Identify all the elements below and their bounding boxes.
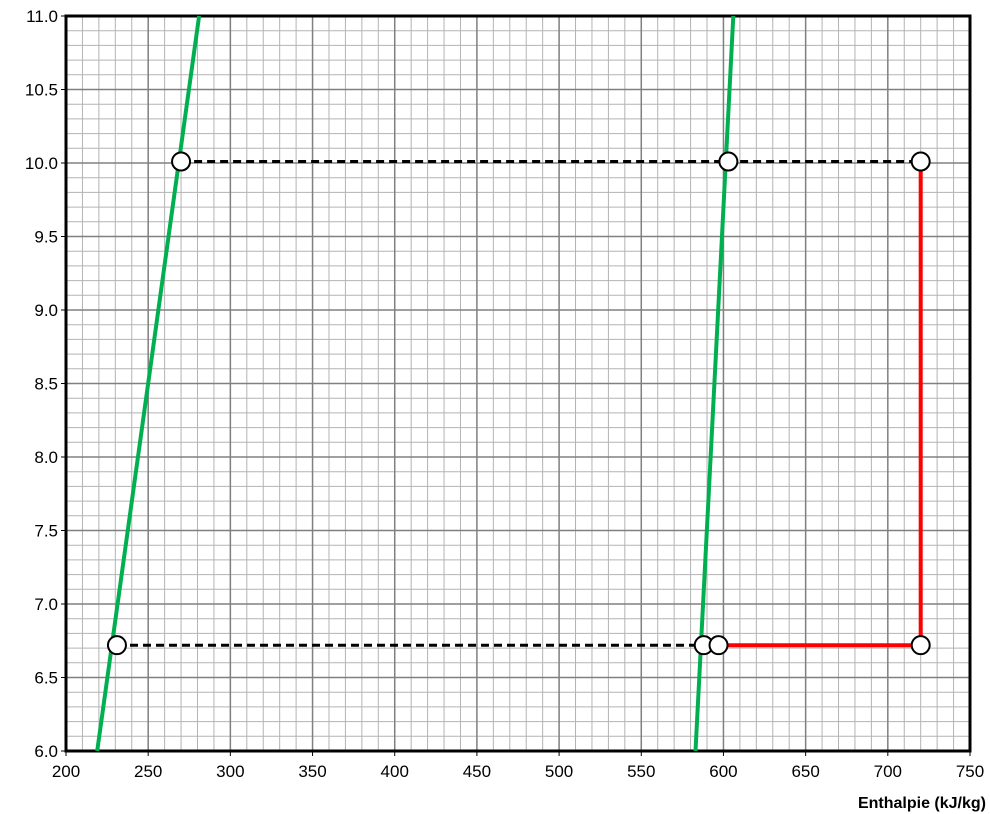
x-tick-label: 450 <box>463 762 491 781</box>
x-tick-labels: 200 250 300 350 400 450 500 550 600 650 700 750 <box>52 751 984 781</box>
state-point-marker <box>718 151 739 172</box>
x-tick-label: 650 <box>791 762 819 781</box>
x-tick-label: 300 <box>216 762 244 781</box>
x-tick-label: 500 <box>545 762 573 781</box>
state-point-marker <box>106 635 127 656</box>
x-tick-label: 400 <box>381 762 409 781</box>
y-tick-label: 9.5 <box>34 228 58 247</box>
y-tick-label: 6.0 <box>34 742 58 761</box>
series-line-5 <box>718 161 923 648</box>
x-tick-label: 700 <box>874 762 902 781</box>
x-axis-label: Enthalpie (kJ/kg) <box>858 795 986 812</box>
state-point-marker <box>910 635 931 656</box>
series-line-1 <box>95 15 202 752</box>
series-line-2 <box>693 15 736 752</box>
y-tick-label: 8.5 <box>34 375 58 394</box>
y-tick-label: 10.5 <box>25 81 58 100</box>
state-point-marker <box>171 151 192 172</box>
marker-layer <box>106 151 931 656</box>
x-tick-label: 550 <box>627 762 655 781</box>
state-point-marker <box>910 151 931 172</box>
x-tick-label: 350 <box>298 762 326 781</box>
y-tick-label: 9.0 <box>34 301 58 320</box>
y-tick-label: 7.5 <box>34 522 58 541</box>
y-tick-label: 7.0 <box>34 595 58 614</box>
y-tick-label: 11.0 <box>26 7 58 26</box>
x-tick-label: 200 <box>52 762 80 781</box>
y-tick-label: 10.0 <box>25 154 58 173</box>
y-tick-label: 8.0 <box>34 448 58 467</box>
x-tick-label: 750 <box>956 762 984 781</box>
x-tick-label: 250 <box>134 762 162 781</box>
x-tick-label: 600 <box>709 762 737 781</box>
state-point-marker <box>708 635 729 656</box>
major-grid <box>66 16 970 751</box>
y-tick-label: 6.5 <box>34 669 58 688</box>
y-tick-labels: 6.0 6.5 7.0 7.5 8.0 8.5 9.0 9.5 10.0 10.5 11.0 <box>25 7 66 761</box>
